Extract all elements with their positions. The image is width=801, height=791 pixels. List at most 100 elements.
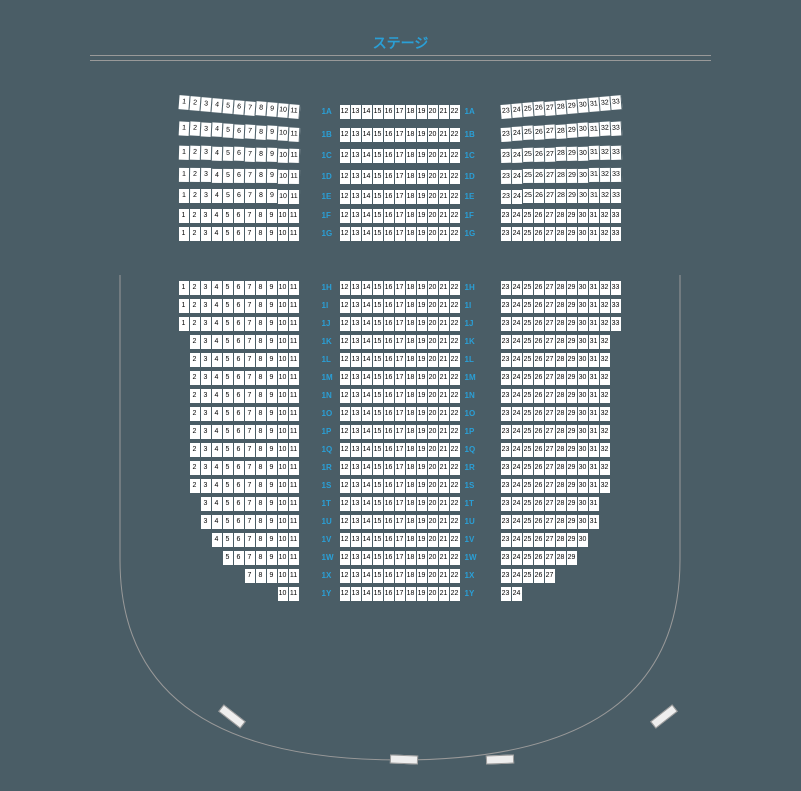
seat-30[interactable]: 30 <box>578 317 589 331</box>
seat-13[interactable]: 13 <box>351 335 362 349</box>
seat-31[interactable]: 31 <box>588 97 600 112</box>
seat-30[interactable]: 30 <box>577 189 588 203</box>
seat-6[interactable]: 6 <box>234 209 245 223</box>
seat-5[interactable]: 5 <box>222 169 233 183</box>
seat-25[interactable]: 25 <box>523 533 534 547</box>
seat-2[interactable]: 2 <box>190 461 201 475</box>
seat-19[interactable]: 19 <box>417 105 428 119</box>
seat-24[interactable]: 24 <box>512 299 523 313</box>
seat-9[interactable]: 9 <box>266 102 278 117</box>
seat-4[interactable]: 4 <box>212 479 223 493</box>
seat-17[interactable]: 17 <box>395 533 406 547</box>
seat-33[interactable]: 33 <box>611 299 622 313</box>
seat-32[interactable]: 32 <box>600 479 611 493</box>
seat-31[interactable]: 31 <box>588 122 600 137</box>
seat-24[interactable]: 24 <box>511 126 523 141</box>
seat-23[interactable]: 23 <box>501 407 512 421</box>
seat-22[interactable]: 22 <box>450 105 461 119</box>
seat-7[interactable]: 7 <box>245 227 256 241</box>
seat-19[interactable]: 19 <box>417 317 428 331</box>
seat-12[interactable]: 12 <box>340 461 351 475</box>
seat-9[interactable]: 9 <box>267 389 278 403</box>
seat-32[interactable]: 32 <box>600 443 611 457</box>
seat-19[interactable]: 19 <box>417 149 428 163</box>
seat-13[interactable]: 13 <box>351 209 362 223</box>
seat-1[interactable]: 1 <box>178 96 190 111</box>
seat-11[interactable]: 11 <box>289 497 300 511</box>
seat-24[interactable]: 24 <box>512 551 523 565</box>
seat-22[interactable]: 22 <box>450 551 461 565</box>
seat-5[interactable]: 5 <box>223 281 234 295</box>
seat-15[interactable]: 15 <box>373 209 384 223</box>
seat-11[interactable]: 11 <box>289 443 300 457</box>
seat-31[interactable]: 31 <box>589 281 600 295</box>
seat-31[interactable]: 31 <box>589 371 600 385</box>
seat-7[interactable]: 7 <box>244 189 255 203</box>
seat-3[interactable]: 3 <box>200 122 212 137</box>
seat-32[interactable]: 32 <box>599 146 610 160</box>
seat-28[interactable]: 28 <box>556 335 567 349</box>
seat-26[interactable]: 26 <box>533 148 544 162</box>
seat-25[interactable]: 25 <box>523 227 534 241</box>
seat-25[interactable]: 25 <box>523 389 534 403</box>
seat-26[interactable]: 26 <box>534 425 545 439</box>
seat-13[interactable]: 13 <box>351 497 362 511</box>
seat-21[interactable]: 21 <box>439 461 450 475</box>
seat-3[interactable]: 3 <box>201 299 212 313</box>
seat-28[interactable]: 28 <box>556 533 567 547</box>
seat-17[interactable]: 17 <box>395 551 406 565</box>
seat-13[interactable]: 13 <box>351 515 362 529</box>
seat-4[interactable]: 4 <box>212 209 223 223</box>
seat-9[interactable]: 9 <box>266 126 278 141</box>
seat-23[interactable]: 23 <box>500 127 512 142</box>
seat-27[interactable]: 27 <box>545 317 556 331</box>
seat-25[interactable]: 25 <box>523 407 534 421</box>
seat-24[interactable]: 24 <box>512 281 523 295</box>
seat-13[interactable]: 13 <box>351 170 362 184</box>
seat-13[interactable]: 13 <box>351 281 362 295</box>
seat-15[interactable]: 15 <box>373 371 384 385</box>
seat-31[interactable]: 31 <box>589 317 600 331</box>
seat-29[interactable]: 29 <box>567 497 578 511</box>
seat-9[interactable]: 9 <box>267 281 278 295</box>
seat-9[interactable]: 9 <box>267 569 278 583</box>
seat-7[interactable]: 7 <box>245 209 256 223</box>
seat-9[interactable]: 9 <box>267 209 278 223</box>
seat-32[interactable]: 32 <box>600 227 611 241</box>
seat-5[interactable]: 5 <box>223 497 234 511</box>
seat-13[interactable]: 13 <box>351 425 362 439</box>
seat-7[interactable]: 7 <box>245 425 256 439</box>
seat-17[interactable]: 17 <box>395 569 406 583</box>
seat-29[interactable]: 29 <box>567 281 578 295</box>
seat-19[interactable]: 19 <box>417 443 428 457</box>
seat-29[interactable]: 29 <box>566 189 577 203</box>
seat-20[interactable]: 20 <box>428 227 439 241</box>
seat-11[interactable]: 11 <box>289 389 300 403</box>
seat-30[interactable]: 30 <box>578 389 589 403</box>
seat-16[interactable]: 16 <box>384 209 395 223</box>
seat-24[interactable]: 24 <box>511 189 522 203</box>
seat-7[interactable]: 7 <box>244 125 256 140</box>
seat-7[interactable]: 7 <box>245 353 256 367</box>
seat-13[interactable]: 13 <box>351 569 362 583</box>
seat-24[interactable]: 24 <box>512 335 523 349</box>
seat-14[interactable]: 14 <box>362 190 373 204</box>
seat-15[interactable]: 15 <box>373 533 384 547</box>
seat-18[interactable]: 18 <box>406 190 417 204</box>
seat-18[interactable]: 18 <box>406 587 417 601</box>
seat-33[interactable]: 33 <box>610 145 621 159</box>
seat-26[interactable]: 26 <box>533 102 545 117</box>
seat-25[interactable]: 25 <box>523 335 534 349</box>
seat-29[interactable]: 29 <box>567 209 578 223</box>
seat-1[interactable]: 1 <box>178 168 189 182</box>
seat-29[interactable]: 29 <box>567 335 578 349</box>
seat-17[interactable]: 17 <box>395 128 406 142</box>
seat-4[interactable]: 4 <box>212 389 223 403</box>
seat-27[interactable]: 27 <box>545 209 556 223</box>
seat-19[interactable]: 19 <box>417 299 428 313</box>
seat-16[interactable]: 16 <box>384 389 395 403</box>
seat-26[interactable]: 26 <box>534 281 545 295</box>
seat-22[interactable]: 22 <box>450 533 461 547</box>
seat-8[interactable]: 8 <box>256 497 267 511</box>
seat-4[interactable]: 4 <box>212 227 223 241</box>
